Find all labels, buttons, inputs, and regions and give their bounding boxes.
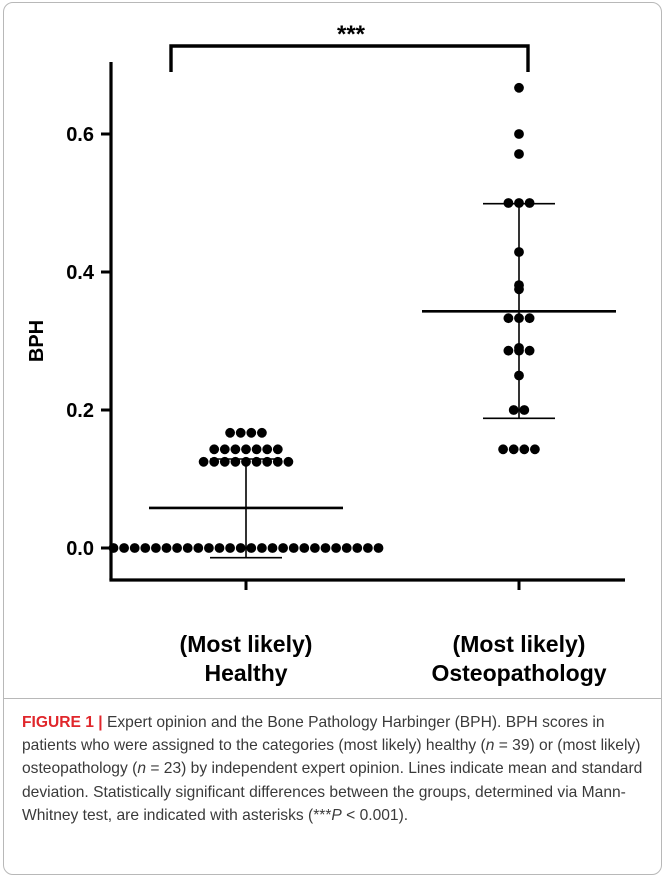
data-point <box>288 543 299 553</box>
significance-label: *** <box>337 21 366 48</box>
data-point <box>241 456 251 467</box>
data-point <box>514 313 524 324</box>
data-point <box>272 456 283 467</box>
data-point <box>251 456 262 467</box>
caption-text-3: = 23) by independent expert opinion. Lin… <box>22 760 643 824</box>
data-point <box>530 444 540 455</box>
figure-caption: FIGURE 1 | Expert opinion and the Bone P… <box>22 711 647 827</box>
data-point <box>235 427 246 438</box>
caption-n-symbol-2: n <box>137 760 146 778</box>
data-point <box>519 405 530 415</box>
data-point <box>129 543 140 553</box>
data-point <box>235 543 246 553</box>
data-point <box>262 444 273 455</box>
y-tick-label: 0.2 <box>66 400 94 422</box>
data-point <box>524 198 535 208</box>
caption-n-symbol-1: n <box>485 737 495 755</box>
data-point <box>225 427 236 438</box>
caption-title: FIGURE 1 | <box>22 714 103 731</box>
data-point <box>283 456 294 467</box>
data-point <box>214 543 225 553</box>
data-point <box>246 543 257 553</box>
data-point <box>241 444 251 455</box>
data-point <box>140 543 151 553</box>
data-point <box>503 198 514 208</box>
data-point <box>503 345 514 356</box>
data-point <box>514 370 524 381</box>
data-point <box>151 543 161 553</box>
y-tick-label: 0.4 <box>66 262 95 284</box>
data-point <box>193 543 204 553</box>
data-point <box>172 543 183 553</box>
data-point <box>514 247 524 257</box>
data-point <box>209 444 220 455</box>
data-point <box>225 543 236 553</box>
data-point <box>514 198 524 208</box>
data-point <box>524 313 535 324</box>
caption-p-symbol: P <box>331 806 342 824</box>
data-point <box>503 313 514 324</box>
data-point <box>320 543 331 553</box>
data-point <box>161 543 172 553</box>
data-point <box>352 543 363 553</box>
x-category-label: (Most likely) Osteopathology <box>431 631 606 686</box>
data-point <box>341 543 352 553</box>
y-tick-label: 0.6 <box>66 124 94 146</box>
data-point <box>198 456 209 467</box>
data-point <box>108 543 119 553</box>
data-point <box>514 129 524 139</box>
axes <box>109 62 625 582</box>
data-point <box>363 543 373 553</box>
caption-text-4: < 0.001). <box>341 806 409 824</box>
data-point <box>267 543 278 553</box>
chart-labels: BPH (Most likely) Healthy (Most likely) Oste… <box>26 21 607 686</box>
significance-bracket <box>169 44 530 72</box>
figure-frame <box>3 2 662 875</box>
data-point <box>514 345 524 356</box>
data-point <box>230 456 241 467</box>
data-point <box>498 444 508 455</box>
y-axis-label: BPH <box>26 320 48 362</box>
data-point <box>524 345 535 356</box>
y-tick-label: 0.0 <box>66 538 94 560</box>
data-point <box>373 543 384 553</box>
x-category-label: (Most likely) Healthy <box>180 631 313 686</box>
data-point <box>514 284 524 295</box>
data-point <box>219 444 230 455</box>
data-point <box>278 543 288 553</box>
data-point <box>182 543 193 553</box>
data-point <box>251 444 262 455</box>
data-point <box>514 149 524 159</box>
data-point <box>257 543 267 553</box>
caption-text-2: = 39) or (most likely) osteopathology ( <box>22 737 641 778</box>
data-point <box>331 543 341 553</box>
data-point <box>519 444 530 455</box>
data-point <box>119 543 129 553</box>
data-point <box>246 427 257 438</box>
chart-marks <box>108 44 616 559</box>
data-point <box>299 543 310 553</box>
caption-text-1: Expert opinion and the Bone Pathology Ha… <box>22 714 605 755</box>
data-point <box>508 405 519 415</box>
data-point <box>508 444 519 455</box>
data-point <box>272 444 283 455</box>
data-point <box>514 82 524 93</box>
data-point <box>204 543 214 553</box>
data-point <box>310 543 320 553</box>
data-point <box>257 427 267 438</box>
y-ticks: 0.0 0.2 0.4 0.6 <box>66 124 521 590</box>
data-point <box>230 444 241 455</box>
caption-divider <box>3 698 662 699</box>
data-point <box>209 456 220 467</box>
data-point <box>219 456 230 467</box>
bph-scatter-chart: 0.0 0.2 0.4 0.6 BPH (Most likely) Healthy (Mos… <box>26 21 625 686</box>
data-point <box>262 456 273 467</box>
